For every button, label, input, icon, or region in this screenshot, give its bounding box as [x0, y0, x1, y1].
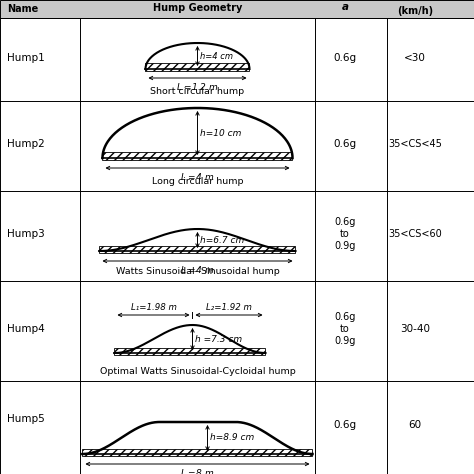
Text: $L$ =8 m: $L$ =8 m [181, 467, 215, 474]
Text: $L$ =4 m: $L$ =4 m [181, 171, 215, 182]
Text: L₂=1.92 m: L₂=1.92 m [206, 303, 252, 312]
Text: a: a [341, 2, 348, 12]
Text: Hump4: Hump4 [7, 324, 45, 334]
Text: Optimal Watts Sinusoidal-Cycloidal hump: Optimal Watts Sinusoidal-Cycloidal hump [100, 367, 295, 376]
Text: h=6.7 cm: h=6.7 cm [201, 236, 245, 245]
Bar [100, 246, 295, 253]
Text: Short circular hump: Short circular hump [150, 87, 245, 96]
Text: 30-40: 30-40 [400, 324, 430, 334]
Text: $L$ =1.2 m: $L$ =1.2 m [176, 81, 219, 92]
Text: 0.6g: 0.6g [333, 53, 356, 63]
Text: Name: Name [7, 4, 38, 14]
Text: 60: 60 [409, 420, 421, 430]
Text: (km/h): (km/h) [397, 6, 433, 16]
Text: 0.6g: 0.6g [333, 420, 356, 430]
Text: Hump Geometry: Hump Geometry [153, 3, 242, 13]
Bar [0, 0, 474, 18]
Bar [82, 449, 312, 456]
Text: h=4 cm: h=4 cm [201, 52, 234, 61]
Text: 35<CS<45: 35<CS<45 [388, 139, 442, 149]
Bar [102, 152, 292, 160]
Bar [146, 63, 249, 71]
Text: 0.6g
to
0.9g: 0.6g to 0.9g [334, 217, 356, 251]
Text: 0.6g
to
0.9g: 0.6g to 0.9g [334, 311, 356, 346]
Text: Hump5: Hump5 [7, 414, 45, 425]
Text: h=10 cm: h=10 cm [201, 128, 242, 137]
Text: Watts Sinusoidal- Sinusoidal hump: Watts Sinusoidal- Sinusoidal hump [116, 267, 279, 276]
Text: h =7.3 cm: h =7.3 cm [195, 335, 243, 344]
Text: Hump1: Hump1 [7, 53, 45, 63]
Text: L₁=1.98 m: L₁=1.98 m [130, 303, 176, 312]
Text: Hump3: Hump3 [7, 229, 45, 239]
Text: Hump2: Hump2 [7, 139, 45, 149]
Text: Long circular hump: Long circular hump [152, 177, 243, 186]
Text: 35<CS<60: 35<CS<60 [388, 229, 442, 239]
Text: 0.6g: 0.6g [333, 139, 356, 149]
Bar [115, 348, 265, 355]
Text: <30: <30 [404, 53, 426, 63]
Text: h=8.9 cm: h=8.9 cm [210, 434, 255, 443]
Text: $L$ =4 m: $L$ =4 m [181, 264, 215, 275]
